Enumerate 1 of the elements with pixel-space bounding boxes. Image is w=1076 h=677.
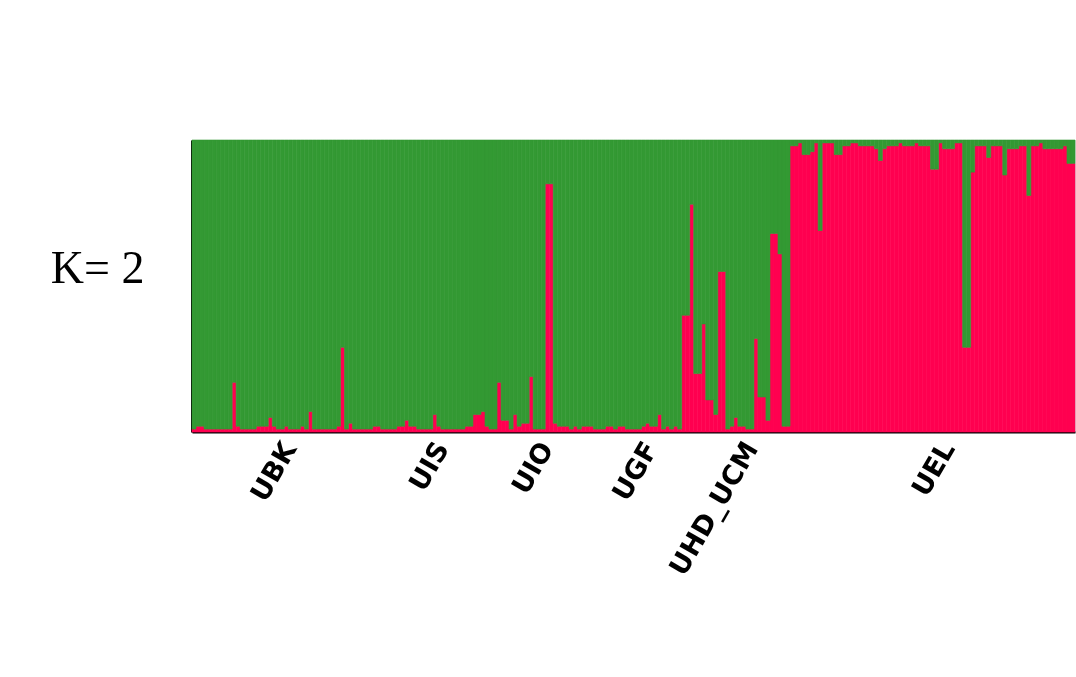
y-axis-title: K= 2	[50, 241, 145, 293]
